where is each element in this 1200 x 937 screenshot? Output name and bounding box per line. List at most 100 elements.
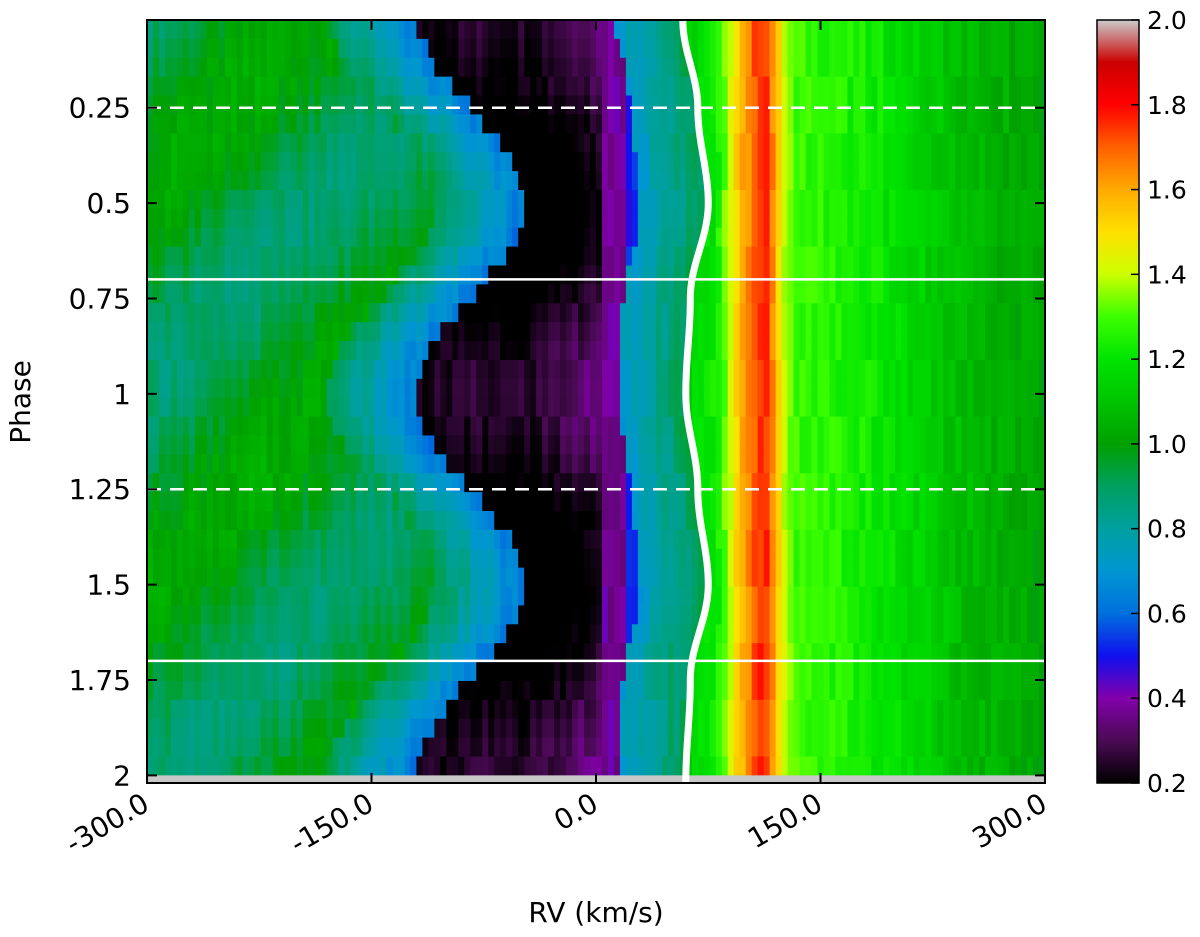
heatmap-cell [763,397,771,418]
heatmap-cell [284,341,292,361]
heatmap-cell [829,341,837,361]
heatmap-cell [308,133,316,153]
heatmap-cell [398,20,406,40]
heatmap-cell [871,454,878,474]
heatmap-cell [344,76,352,97]
heatmap-cell [913,303,920,323]
heatmap-cell [991,435,998,455]
heatmap-cell [494,624,501,644]
heatmap-cell [260,303,268,323]
heatmap-cell [254,586,262,607]
heatmap-cell [500,76,507,97]
heatmap-cell [823,510,831,531]
heatmap-cell [314,76,322,97]
heatmap-cell [853,189,861,210]
heatmap-cell [841,20,849,40]
heatmap-cell [248,510,256,531]
heatmap-cell [805,38,813,59]
heatmap-cell [416,57,423,78]
heatmap-cell [733,227,741,248]
heatmap-cell [278,643,286,663]
heatmap-cell [494,114,501,134]
heatmap-cell [937,133,944,153]
heatmap-cell [883,397,890,418]
heatmap-cell [919,492,926,512]
heatmap-cell [404,624,412,644]
heatmap-cell [625,57,633,78]
heatmap-cell [362,20,370,40]
heatmap-cell [560,95,567,116]
heatmap-cell [278,416,286,437]
heatmap-cell [619,397,627,418]
heatmap-cell [715,189,723,210]
heatmap-cell [931,265,938,285]
heatmap-cell [284,492,292,512]
heatmap-cell [991,246,998,267]
heatmap-cell [877,133,884,153]
heatmap-cell [158,133,166,153]
heatmap-cell [326,397,334,418]
heatmap-cell [386,246,394,267]
heatmap-cell [452,114,459,134]
heatmap-cell [865,510,872,531]
heatmap-cell [775,548,783,569]
heatmap-cell [482,586,489,607]
heatmap-cell [601,586,609,607]
heatmap-cell [152,492,160,512]
heatmap-cell [368,624,376,644]
heatmap-cell [625,492,633,512]
heatmap-cell [536,76,543,97]
heatmap-cell [997,567,1004,588]
heatmap-cell [955,586,962,607]
heatmap-cell [1021,114,1028,134]
heatmap-cell [422,416,429,437]
heatmap-cell [512,189,519,210]
heatmap-cell [865,38,872,59]
heatmap-cell [314,246,322,267]
heatmap-cell [1039,624,1045,644]
heatmap-cell [494,57,501,78]
heatmap-cell [901,341,908,361]
heatmap-cell [512,435,519,455]
heatmap-cell [703,322,711,342]
heatmap-cell [182,95,190,116]
heatmap-cell [392,510,400,531]
heatmap-cell [440,303,447,323]
heatmap-cell [440,246,447,267]
heatmap-cell [356,20,364,40]
heatmap-cell [991,322,998,342]
heatmap-cell [763,171,771,191]
heatmap-cell [488,227,495,248]
heatmap-cell [356,586,364,607]
heatmap-cell [254,605,262,625]
heatmap-cell [799,265,807,285]
heatmap-cell [314,341,322,361]
heatmap-cell [194,322,202,342]
heatmap-cell [434,567,441,588]
heatmap-cell [1033,416,1040,437]
heatmap-cell [961,38,968,59]
heatmap-cell [506,57,513,78]
heatmap-cell [524,246,531,267]
heatmap-cell [709,20,717,40]
heatmap-cell [518,171,525,191]
heatmap-cell [889,586,896,607]
heatmap-cell [332,605,340,625]
heatmap-cell [1039,76,1045,97]
heatmap-cell [625,605,633,625]
heatmap-cell [464,171,471,191]
heatmap-cell [661,265,669,285]
heatmap-cell [278,152,286,172]
heatmap-cell [739,624,747,644]
heatmap-cell [584,492,591,512]
heatmap-cell [152,133,160,153]
heatmap-cell [194,529,202,550]
heatmap-cell [188,171,196,191]
heatmap-cell [542,359,549,380]
heatmap-cell [560,454,567,474]
heatmap-cell [236,567,244,588]
heatmap-cell [464,529,471,550]
heatmap-cell [194,189,202,210]
heatmap-cell [601,378,609,399]
heatmap-cell [661,510,669,531]
